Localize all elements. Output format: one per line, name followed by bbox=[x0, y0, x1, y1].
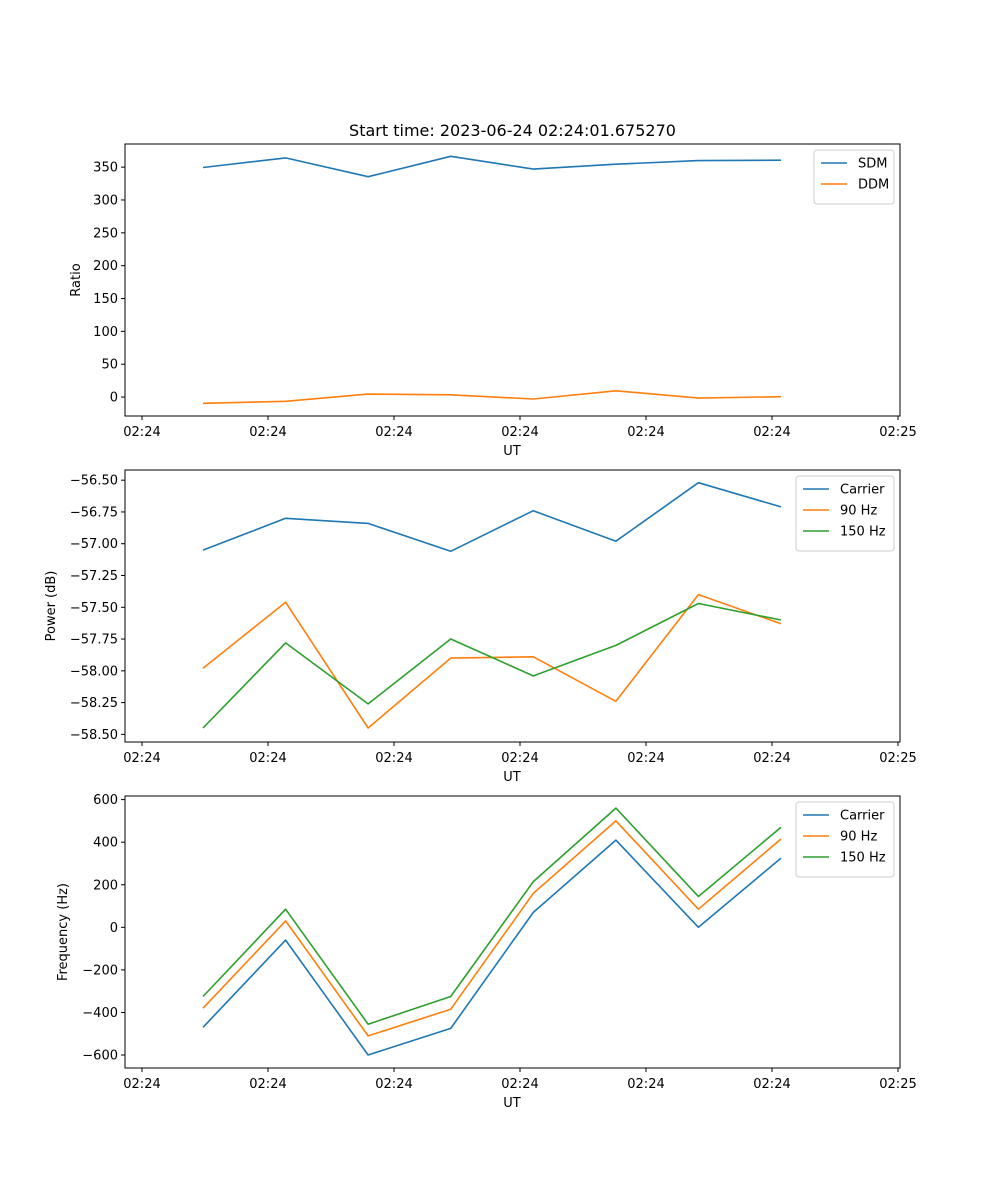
x-tick-label: 02:25 bbox=[879, 751, 916, 766]
legend-box bbox=[795, 801, 895, 878]
x-tick-label: 02:25 bbox=[879, 425, 916, 440]
y-tick-label: −57.75 bbox=[70, 633, 118, 648]
series-line-90-hz bbox=[202, 593, 782, 729]
x-tick-label: 02:24 bbox=[501, 425, 538, 440]
legend: Carrier 90 Hz 150 Hz bbox=[795, 801, 895, 878]
x-tick-label: 02:24 bbox=[249, 425, 286, 440]
y-tick-label: 50 bbox=[101, 358, 118, 373]
y-tick-label: −57.25 bbox=[70, 569, 118, 584]
legend: SDM DDM bbox=[813, 149, 895, 205]
x-tick-label: 02:24 bbox=[375, 425, 412, 440]
y-tick-label: −57.00 bbox=[70, 537, 118, 552]
y-tick-label: 100 bbox=[93, 325, 118, 340]
y-tick-label: 350 bbox=[93, 161, 118, 176]
series-line-150-hz bbox=[202, 807, 782, 1025]
legend-label: 90 Hz bbox=[840, 504, 877, 519]
legend: Carrier 90 Hz 150 Hz bbox=[795, 475, 895, 552]
y-tick-label: 0 bbox=[110, 921, 118, 936]
legend-box bbox=[795, 475, 895, 552]
x-tick-label: 02:24 bbox=[375, 1077, 412, 1092]
x-tick-label: 02:24 bbox=[753, 425, 790, 440]
x-tick-label: 02:24 bbox=[123, 751, 160, 766]
legend-label: 90 Hz bbox=[840, 830, 877, 845]
plot-frame bbox=[124, 143, 901, 417]
x-tick-label: 02:25 bbox=[879, 1077, 916, 1092]
figure-title: Start time: 2023-06-24 02:24:01.675270 bbox=[349, 121, 676, 140]
y-tick-label: 200 bbox=[93, 878, 118, 893]
y-tick-label: 200 bbox=[93, 259, 118, 274]
legend-label: 150 Hz bbox=[840, 851, 886, 866]
y-axis-label: Power (dB) bbox=[44, 571, 59, 642]
y-axis-label: Frequency (Hz) bbox=[56, 883, 71, 981]
x-tick-label: 02:24 bbox=[375, 751, 412, 766]
x-axis-label: UT bbox=[503, 1096, 521, 1111]
x-tick-label: 02:24 bbox=[249, 1077, 286, 1092]
subplot-3: −600 −400 −200 0 200 400 600 02:24 02:24 02:24 02:… bbox=[56, 793, 917, 1111]
legend-label: Carrier bbox=[840, 483, 885, 498]
x-tick-label: 02:24 bbox=[753, 1077, 790, 1092]
series-line-ddm bbox=[202, 389, 782, 405]
x-axis-label: UT bbox=[503, 770, 521, 785]
y-axis-label: Ratio bbox=[69, 263, 84, 296]
series-line-carrier bbox=[202, 839, 782, 1056]
y-tick-label: 150 bbox=[93, 292, 118, 307]
y-tick-label: −56.75 bbox=[70, 505, 118, 520]
y-tick-label: −56.50 bbox=[70, 474, 118, 489]
subplot-2: −58.50 −58.25 −58.00 −57.75 −57.50 −57.25 −57.… bbox=[44, 469, 917, 785]
y-tick-label: 250 bbox=[93, 226, 118, 241]
y-tick-label: −58.50 bbox=[70, 728, 118, 743]
x-axis-label: UT bbox=[503, 444, 521, 459]
series-line-carrier bbox=[202, 481, 782, 553]
plot-frame bbox=[124, 795, 901, 1069]
y-tick-label: 300 bbox=[93, 193, 118, 208]
legend-label: 150 Hz bbox=[840, 525, 886, 540]
y-tick-label: −400 bbox=[82, 1006, 118, 1021]
y-tick-label: 400 bbox=[93, 836, 118, 851]
x-tick-label: 02:24 bbox=[753, 751, 790, 766]
legend-label: SDM bbox=[858, 157, 887, 172]
x-tick-label: 02:24 bbox=[627, 425, 664, 440]
x-tick-label: 02:24 bbox=[501, 751, 538, 766]
y-tick-label: −200 bbox=[82, 963, 118, 978]
y-tick-label: −58.00 bbox=[70, 664, 118, 679]
x-tick-label: 02:24 bbox=[249, 751, 286, 766]
y-tick-label: −58.25 bbox=[70, 696, 118, 711]
subplot-1: 0 50 100 150 200 250 300 350 02:24 02:24 02:24 02:2… bbox=[69, 143, 917, 459]
x-tick-label: 02:24 bbox=[627, 1077, 664, 1092]
x-tick-label: 02:24 bbox=[123, 425, 160, 440]
series-line-sdm bbox=[202, 155, 782, 178]
series-line-90-hz bbox=[202, 820, 782, 1037]
y-tick-label: −600 bbox=[82, 1049, 118, 1064]
x-tick-label: 02:24 bbox=[123, 1077, 160, 1092]
series-line-150-hz bbox=[202, 602, 782, 729]
y-tick-label: −57.50 bbox=[70, 601, 118, 616]
y-tick-label: 0 bbox=[110, 391, 118, 406]
x-tick-label: 02:24 bbox=[501, 1077, 538, 1092]
x-tick-label: 02:24 bbox=[627, 751, 664, 766]
plot-frame bbox=[124, 469, 901, 743]
legend-label: DDM bbox=[858, 178, 889, 193]
legend-label: Carrier bbox=[840, 809, 885, 824]
y-tick-label: 600 bbox=[93, 793, 118, 808]
